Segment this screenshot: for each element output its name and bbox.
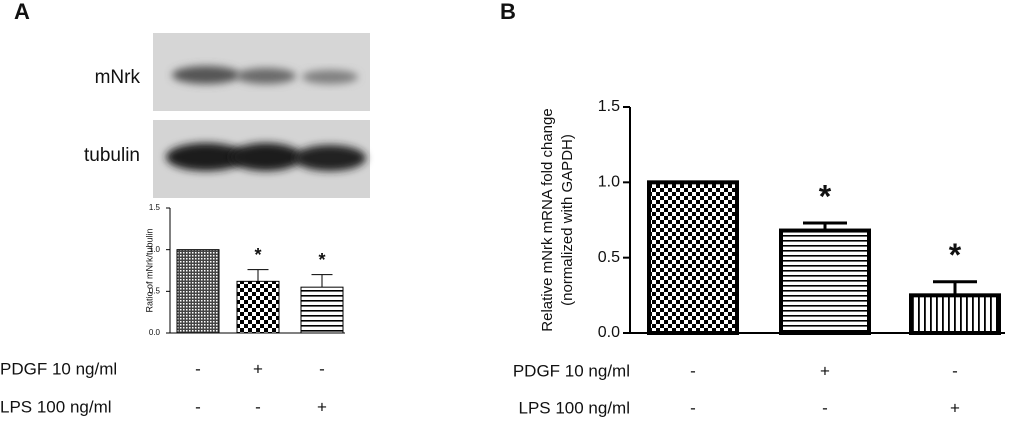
error-bar <box>311 274 333 288</box>
condition-sign: - <box>255 397 261 416</box>
condition-label: LPS 100 ng/ml <box>0 397 112 416</box>
panel-label: A <box>14 0 30 24</box>
significance-marker: * <box>254 245 261 265</box>
blot-label: mNrk <box>95 67 141 88</box>
y-axis-label: Relative mNrk mRNA fold change <box>539 108 556 331</box>
condition-sign: + <box>317 397 327 416</box>
error-bar <box>247 269 269 282</box>
condition-label: PDGF 10 ng/ml <box>513 361 630 380</box>
blot-label: tubulin <box>84 145 140 166</box>
condition-sign: + <box>950 398 960 417</box>
error-bar <box>933 280 977 296</box>
significance-marker: * <box>819 178 832 214</box>
y-axis-label: (normalized with GAPDH) <box>559 134 576 306</box>
condition-sign: - <box>319 359 325 378</box>
condition-sign: - <box>952 361 958 380</box>
condition-sign: - <box>690 361 696 380</box>
western-blot <box>153 33 370 198</box>
panel-label: B <box>500 0 516 24</box>
condition-sign: - <box>822 398 828 417</box>
y-tick-label: 0.5 <box>598 249 620 266</box>
bar <box>300 286 344 334</box>
y-tick-label: 1.5 <box>149 203 161 212</box>
bar <box>647 180 739 335</box>
bar <box>236 280 280 334</box>
significance-marker: * <box>949 237 962 273</box>
bar <box>779 228 871 335</box>
condition-sign: - <box>690 398 696 417</box>
condition-sign: - <box>195 359 201 378</box>
bar <box>909 293 1001 336</box>
bar <box>176 249 220 334</box>
condition-label: LPS 100 ng/ml <box>518 398 630 417</box>
y-tick-label: 0.0 <box>598 324 620 341</box>
y-tick-label: 0.0 <box>149 328 161 337</box>
y-tick-label: 1.0 <box>598 174 620 191</box>
condition-sign: + <box>820 361 830 380</box>
y-tick-label: 1.5 <box>598 98 620 115</box>
y-tick-label: 1.0 <box>149 245 161 254</box>
condition-sign: + <box>253 359 263 378</box>
condition-label: PDGF 10 ng/ml <box>0 359 117 378</box>
significance-marker: * <box>318 250 325 270</box>
y-axis-label: Ratio of mNrk/tubulin <box>144 228 154 312</box>
y-tick-label: 0.5 <box>149 286 161 295</box>
condition-sign: - <box>195 397 201 416</box>
